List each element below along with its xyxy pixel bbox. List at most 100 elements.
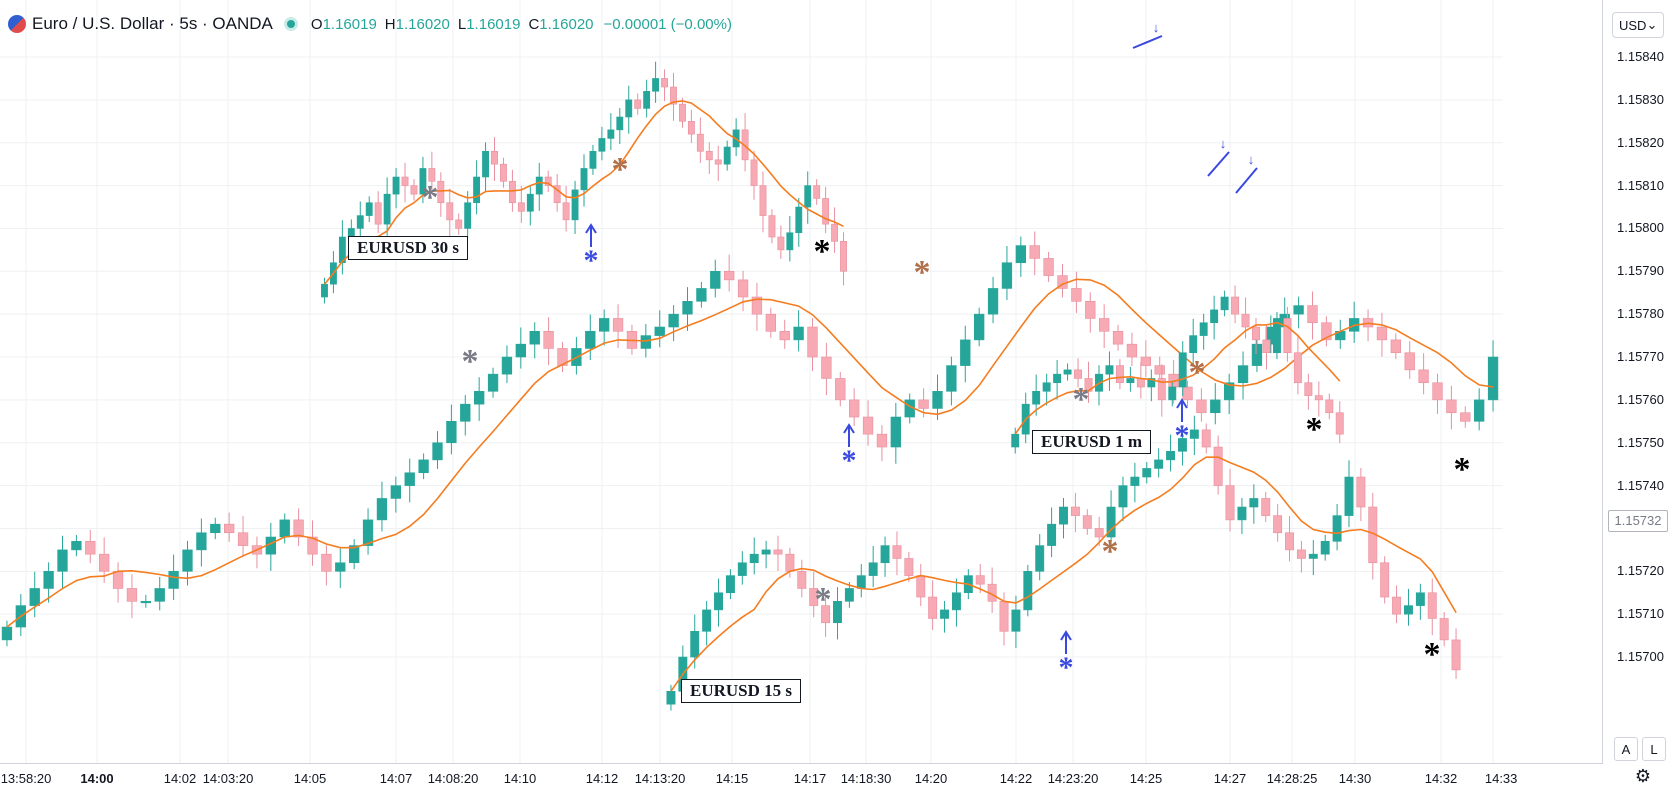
series-15s-candle — [1439, 618, 1449, 641]
price-label: 1.15780 — [1617, 306, 1664, 322]
series-1m-candle — [1157, 378, 1166, 401]
series-5s-candle — [960, 339, 971, 366]
series-30s-candle — [437, 180, 445, 204]
series-30s-candle — [634, 99, 642, 109]
series-1m-candle — [1283, 318, 1292, 354]
series-5s-candle — [168, 571, 179, 589]
label-eurusd-30s[interactable]: EURUSD 30 s — [348, 236, 469, 260]
series-5s-candle — [1043, 258, 1054, 276]
signal-line — [1132, 35, 1163, 49]
series-15s-candle — [999, 601, 1009, 632]
time-label: 14:02 — [163, 771, 197, 786]
series-5s-candle — [237, 532, 249, 546]
series-1m-candle — [1199, 322, 1208, 336]
series-30s-candle — [455, 219, 463, 229]
series-30s-candle — [589, 150, 597, 169]
series-5s-candle — [224, 523, 235, 534]
blue-arrow-head — [1060, 630, 1072, 641]
symbol-title[interactable]: Euro / U.S. Dollar · 5s · OANDA — [32, 14, 273, 33]
series-30s-candle — [652, 78, 660, 92]
series-5s-candle — [29, 588, 40, 606]
series-5s-candle — [307, 536, 318, 555]
series-30s-candle — [419, 168, 427, 195]
series-30s-candle — [365, 202, 373, 216]
series-15s-candle — [1285, 532, 1294, 551]
asterisk-marker: * — [612, 151, 629, 188]
blue-asterisk-marker: * — [1175, 419, 1190, 452]
blue-asterisk-marker: * — [584, 244, 599, 277]
series-5s-candle — [1224, 382, 1235, 401]
series-15s-candle — [821, 605, 831, 624]
series-30s-candle — [383, 193, 391, 225]
settings-gear-icon[interactable]: ⚙ — [1634, 766, 1652, 786]
series-30s-candle — [831, 223, 839, 242]
series-30s-candle — [473, 176, 481, 204]
series-5s-candle — [668, 313, 679, 328]
series-15s-candle — [1011, 609, 1021, 632]
series-5s-candle — [279, 519, 290, 538]
series-15s-candle — [690, 631, 700, 658]
series-15s-candle — [666, 691, 676, 705]
series-15s-candle — [1047, 523, 1057, 546]
label-eurusd-15s[interactable]: EURUSD 15 s — [681, 679, 802, 703]
label-eurusd-1m[interactable]: EURUSD 1 m — [1032, 430, 1152, 454]
series-1m-candle — [1304, 382, 1313, 396]
series-5s-candle — [501, 356, 513, 375]
time-label: 14:17 — [793, 771, 827, 786]
time-label: 14:30 — [1338, 771, 1372, 786]
series-1m-candle — [1063, 369, 1072, 375]
series-30s-candle — [553, 185, 561, 204]
time-axis[interactable]: 13:58:20 14:00 14:02 14:03:20 14:05 14:07 14:0… — [0, 763, 1603, 794]
series-1m-candle — [1325, 399, 1334, 414]
series-15s-candle — [1154, 459, 1164, 469]
series-30s-candle — [625, 99, 633, 118]
price-scale[interactable]: USD ⌄ 1.15840 1.15830 1.15820 1.15810 1.15800… — [1602, 0, 1674, 793]
series-1m-candle — [1011, 433, 1020, 448]
open-label: O — [310, 15, 323, 33]
series-5s-candle — [1085, 301, 1096, 319]
blue-asterisk-marker: * — [1059, 651, 1074, 684]
series-15s-candle — [1118, 485, 1128, 508]
series-5s-candle — [1140, 356, 1151, 366]
time-label: 14:08:20 — [427, 771, 479, 786]
currency-button[interactable]: USD ⌄ — [1612, 12, 1664, 38]
series-30s-candle — [356, 215, 364, 229]
series-30s-candle — [526, 193, 534, 212]
series-15s-candle — [797, 571, 807, 589]
low-value: 1.16019 — [466, 15, 521, 33]
series-5s-candle — [126, 588, 138, 602]
series-30s-ma-line — [323, 100, 844, 285]
series-30s-candle — [777, 236, 785, 251]
series-15s-candle — [1189, 429, 1199, 439]
series-15s-candle — [1166, 451, 1176, 461]
series-5s-candle — [710, 270, 721, 289]
series-15s-candle — [856, 575, 866, 589]
series-1m-candle — [1032, 391, 1041, 405]
series-30s-candle — [759, 185, 767, 216]
series-15s-candle — [737, 562, 747, 576]
series-5s-candle — [210, 523, 221, 534]
series-30s-candle — [822, 198, 830, 225]
series-1m-candle — [1335, 412, 1344, 435]
series-15s-candle — [1296, 549, 1306, 559]
series-15s-candle — [1415, 592, 1425, 606]
auto-scale-button[interactable]: A — [1614, 737, 1638, 761]
price-label: 1.15790 — [1617, 263, 1664, 279]
series-15s-candle — [916, 575, 926, 598]
asterisk-marker: * — [1102, 533, 1119, 570]
series-1m-candle — [1136, 378, 1145, 388]
time-label: 14:18:30 — [840, 771, 892, 786]
series-5s-candle — [515, 343, 526, 358]
series-30s-candle — [508, 180, 516, 204]
series-5s-candle — [1015, 245, 1026, 264]
series-15s-candle — [880, 545, 890, 564]
series-15s-candle — [785, 553, 795, 572]
log-scale-button[interactable]: L — [1642, 737, 1666, 761]
series-5s-ma-line — [6, 278, 1494, 628]
series-30s-candle — [392, 176, 400, 195]
time-label: 14:32 — [1424, 771, 1458, 786]
series-1m-candle — [1168, 386, 1177, 401]
price-label: 1.15810 — [1617, 177, 1664, 193]
series-30s-candle — [500, 163, 507, 182]
